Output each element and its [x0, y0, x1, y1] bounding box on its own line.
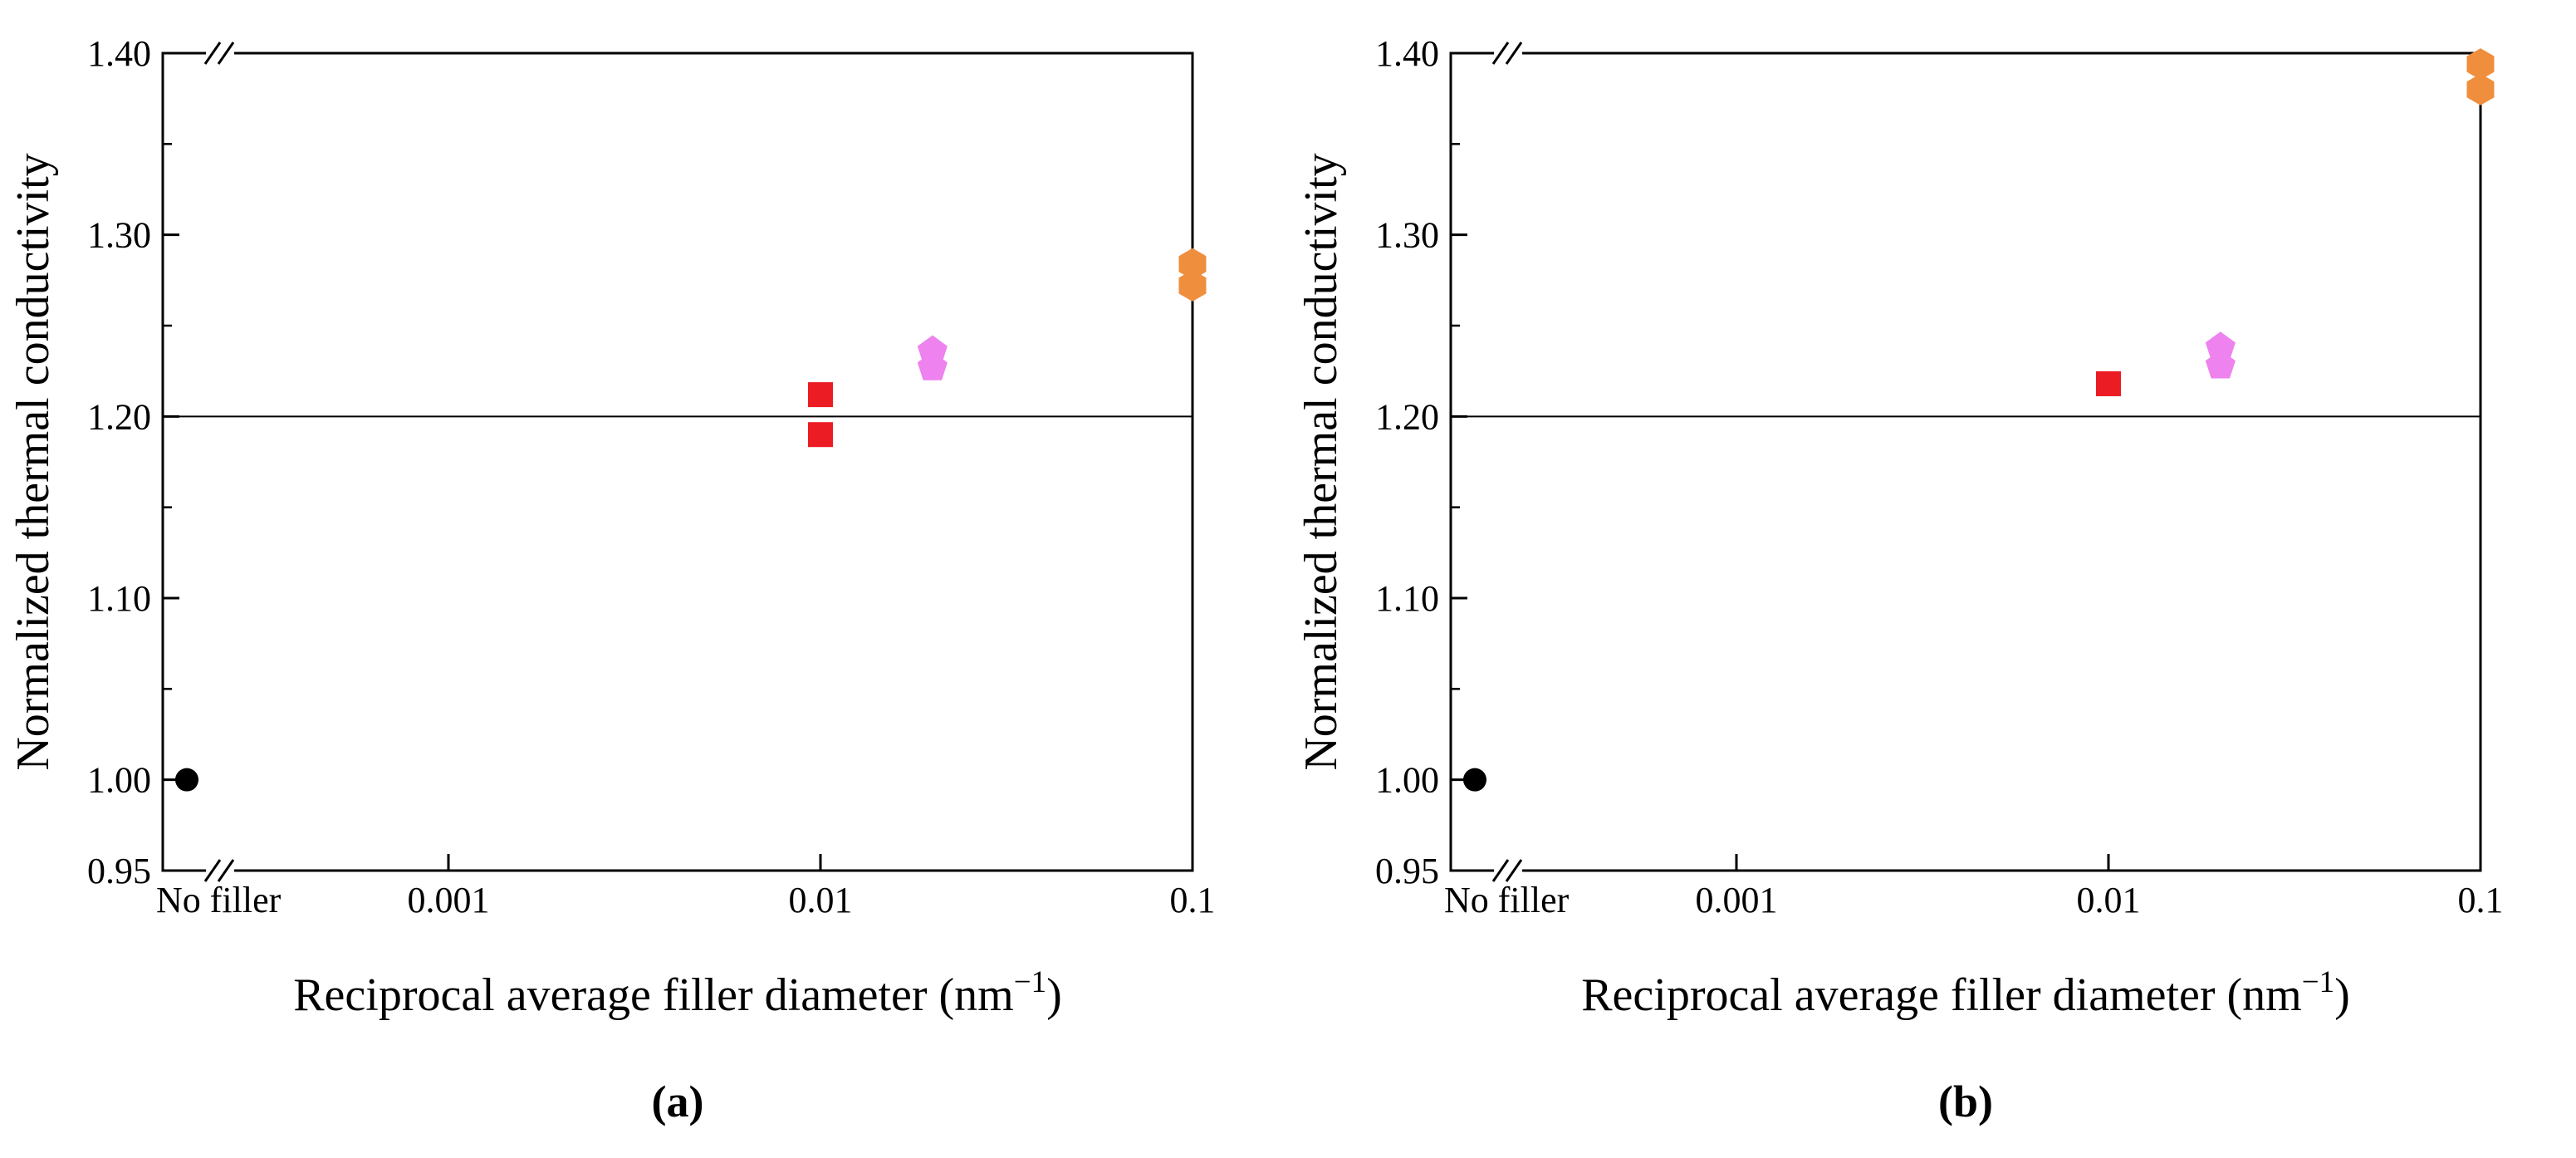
x-tick-label: 0.001	[1696, 880, 1778, 920]
axis-break-slash	[203, 859, 222, 882]
y-tick-label: 1.10	[87, 578, 151, 619]
y-tick-label: 1.20	[1375, 396, 1439, 437]
axis-break-slash	[203, 42, 222, 65]
axis-break-slash	[217, 859, 235, 882]
y-axis-title: Normalized thermal conductivity	[7, 153, 59, 770]
panel-caption: (b)	[1938, 1077, 1993, 1126]
no-filler-label: No filler	[1444, 880, 1570, 920]
x-tick-label: 0.001	[408, 880, 490, 920]
axis-break-slash	[1505, 859, 1523, 882]
x-axis-title: Reciprocal average filler diameter (nm−1…	[1581, 965, 2350, 1021]
axis-break-slash	[1505, 42, 1523, 65]
y-axis-title: Normalized thermal conductivity	[1295, 153, 1347, 770]
marker-pentagon	[2205, 331, 2236, 361]
marker-hexagon	[2466, 48, 2495, 81]
y-tick-label: 0.95	[87, 851, 151, 891]
marker-hexagon	[1178, 269, 1207, 302]
marker-circle	[1463, 768, 1486, 792]
marker-circle	[175, 768, 198, 792]
marker-hexagon	[2466, 73, 2495, 105]
chart-a: 0.95 1.00 1.10 1.20 1.30 1.40 0.001 0.01 0.1 No f…	[7, 33, 1216, 1126]
axis-break-slash	[217, 42, 235, 65]
marker-square	[808, 382, 833, 408]
marker-square	[808, 422, 833, 448]
plot-frame	[1449, 52, 2482, 872]
chart-b: 0.95 1.00 1.10 1.20 1.30 1.40 0.001 0.01 0.1 No f…	[1295, 33, 2504, 1126]
x-tick-label: 0.01	[789, 880, 853, 920]
x-axis-title: Reciprocal average filler diameter (nm−1…	[293, 965, 1062, 1021]
axis-break-slash	[1491, 42, 1510, 65]
marker-square	[2096, 370, 2121, 396]
marker-pentagon	[917, 335, 948, 364]
y-tick-label: 1.30	[87, 215, 151, 256]
plot-frame	[161, 52, 1194, 872]
axis-break-slash	[1491, 859, 1510, 882]
y-tick-label: 0.95	[1375, 851, 1439, 891]
y-tick-label: 1.40	[1375, 33, 1439, 74]
y-tick-label: 1.20	[87, 396, 151, 437]
panel-b: 0.95 1.00 1.10 1.20 1.30 1.40 0.001 0.01 0.1 No f…	[1288, 0, 2576, 1158]
y-tick-label: 1.30	[1375, 215, 1439, 256]
y-tick-label: 1.40	[87, 33, 151, 74]
panel-a: 0.95 1.00 1.10 1.20 1.30 1.40 0.001 0.01 0.1 No f…	[7, 33, 1216, 1126]
marker-pentagon	[917, 351, 948, 380]
y-tick-label: 1.10	[1375, 578, 1439, 619]
y-tick-label: 1.00	[1375, 760, 1439, 801]
marker-hexagon	[1178, 248, 1207, 280]
x-tick-label: 0.1	[2458, 880, 2504, 920]
x-tick-label: 0.01	[2077, 880, 2141, 920]
y-tick-label: 1.00	[87, 760, 151, 801]
x-tick-label: 0.1	[1170, 880, 1216, 920]
no-filler-label: No filler	[156, 880, 282, 920]
marker-pentagon	[2205, 350, 2236, 379]
panel-caption: (a)	[652, 1077, 704, 1126]
